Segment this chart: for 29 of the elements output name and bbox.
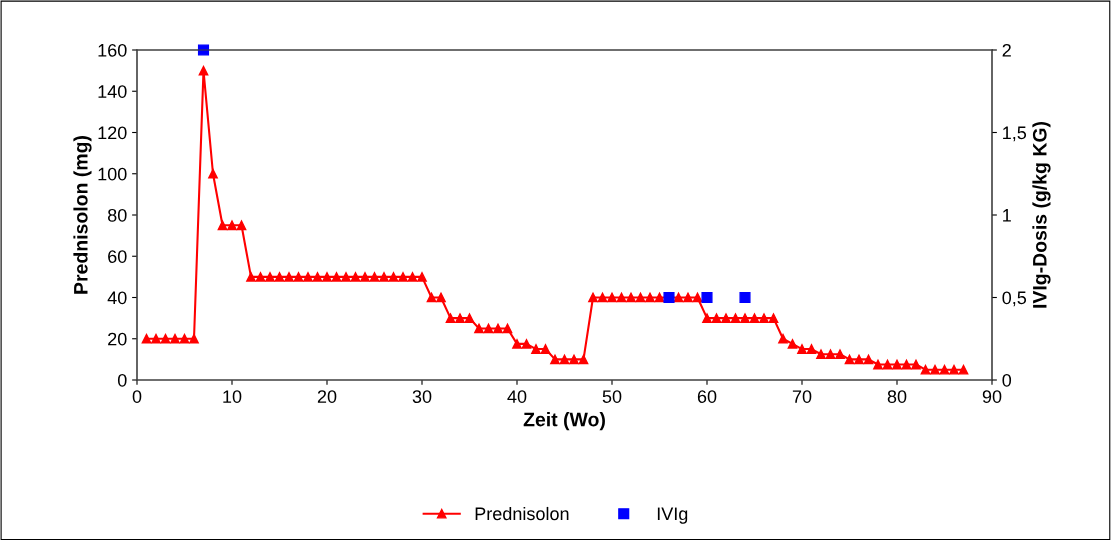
y2-axis-title: IVIg-Dosis (g/kg KG) [1032, 121, 1051, 308]
y2-tick-label: 1,5 [1003, 126, 1027, 142]
y-tick-label: 80 [107, 208, 127, 222]
legend-label: Prednisolon [475, 506, 569, 521]
y-tick-label: 20 [108, 332, 127, 346]
x-tick-label: 50 [602, 390, 622, 403]
x-tick-label: 80 [887, 390, 907, 403]
y-axis-title: Prednisolon (mg) [73, 136, 92, 294]
x-tick-label: 10 [223, 390, 242, 403]
y-tick-label: 120 [98, 126, 127, 140]
x-tick-label: 40 [507, 390, 527, 403]
x-tick-label: 60 [697, 390, 717, 403]
y2-tick-label: 2 [1002, 43, 1011, 57]
y-tick-label: 100 [98, 167, 127, 181]
x-tick-label: 30 [412, 390, 432, 403]
y-tick-label: 160 [98, 43, 127, 57]
y-tick-label: 40 [107, 291, 127, 305]
x-tick-label: 20 [317, 390, 337, 403]
y2-tick-label: 1 [1003, 209, 1011, 222]
y-tick-label: 60 [108, 250, 127, 263]
y2-tick-label: 0,5 [1002, 291, 1027, 307]
y2-tick-label: 0 [1002, 373, 1012, 387]
y-tick-label: 140 [98, 85, 127, 98]
x-axis-title: Zeit (Wo) [523, 412, 605, 431]
x-tick-label: 90 [982, 390, 1002, 403]
x-tick-label: 0 [132, 390, 142, 403]
legend-label: IVIg [657, 507, 688, 524]
y-tick-label: 0 [117, 373, 127, 387]
x-tick-label: 70 [792, 390, 812, 403]
